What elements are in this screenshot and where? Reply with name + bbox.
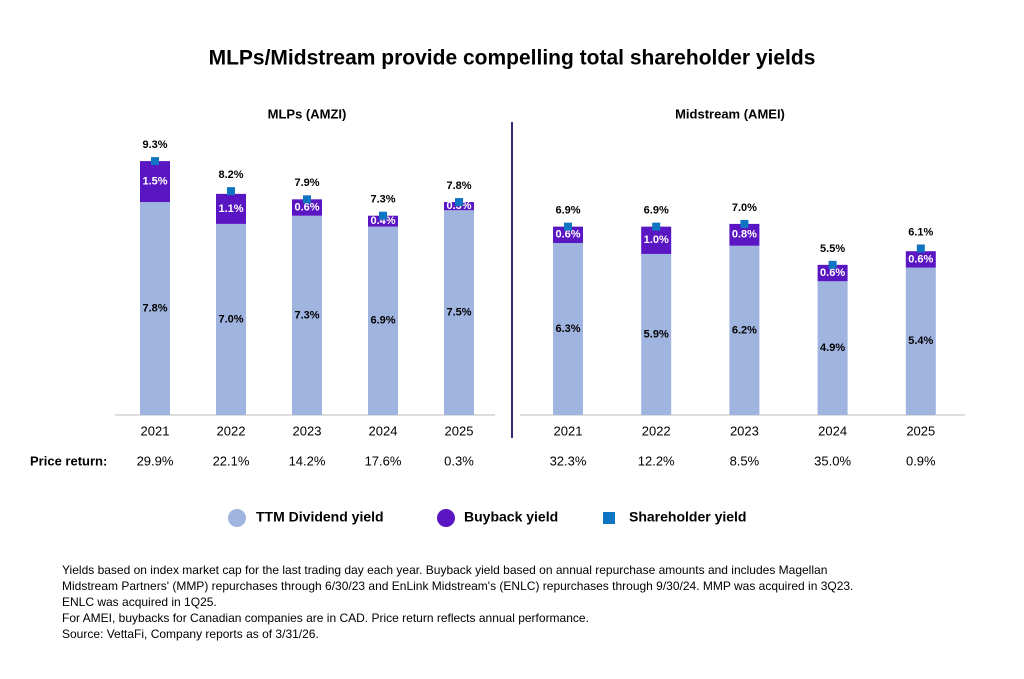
data-label: 0.8% <box>732 229 757 241</box>
shareholder-marker <box>227 187 235 196</box>
data-label: 5.9% <box>644 328 669 340</box>
bar-segment <box>216 223 246 415</box>
bar-segment <box>905 251 936 268</box>
data-label: 7.8% <box>142 302 167 314</box>
data-label: 6.3% <box>555 323 580 335</box>
data-label: 7.8% <box>446 180 471 192</box>
data-label: 0.4% <box>370 215 395 227</box>
legend-label: Buyback yield <box>464 509 558 525</box>
footnote: Midstream Partners' (MMP) repurchases th… <box>62 579 853 593</box>
bar-segment <box>292 215 322 415</box>
price-return: 17.6% <box>365 453 402 468</box>
price-return: 12.2% <box>638 453 675 468</box>
footnote: Source: VettaFi, Company reports as of 3… <box>62 627 319 641</box>
footnote: Yields based on index market cap for the… <box>62 563 827 577</box>
data-label: 1.5% <box>142 175 167 187</box>
shareholder-marker <box>379 211 387 220</box>
bar-segment <box>216 193 246 224</box>
data-label: 7.3% <box>370 194 395 206</box>
row-label: Price return: <box>30 453 107 468</box>
data-label: 6.9% <box>370 315 395 327</box>
footnote: For AMEI, buybacks for Canadian companie… <box>62 611 589 625</box>
data-label: 6.9% <box>555 205 580 217</box>
data-label: 0.6% <box>555 229 580 241</box>
legend-swatch <box>437 509 455 527</box>
data-label: 1.1% <box>218 203 243 215</box>
bar-segment <box>641 253 672 415</box>
price-return: 0.3% <box>444 453 474 468</box>
data-label: 0.6% <box>908 253 933 265</box>
data-label: 0.6% <box>294 201 319 213</box>
data-label: 6.9% <box>644 205 669 217</box>
data-label: 7.0% <box>732 202 757 214</box>
shareholder-marker <box>303 195 311 204</box>
shareholder-marker <box>455 198 463 207</box>
price-return: 22.1% <box>213 453 250 468</box>
data-label: 6.2% <box>732 324 757 336</box>
data-label: 4.9% <box>820 342 845 354</box>
x-tick-label: 2021 <box>141 423 170 438</box>
bar-segment <box>817 264 848 282</box>
footnote: ENLC was acquired in 1Q25. <box>62 595 217 609</box>
price-return: 32.3% <box>550 453 587 468</box>
price-return: 14.2% <box>289 453 326 468</box>
shareholder-marker <box>916 244 925 253</box>
price-return: 8.5% <box>730 453 760 468</box>
shareholder-marker <box>740 219 749 228</box>
x-tick-label: 2023 <box>730 423 759 438</box>
legend-swatch <box>603 512 615 524</box>
bar-segment <box>905 267 936 415</box>
shareholder-marker <box>652 222 661 231</box>
bar-segment <box>729 223 760 246</box>
shareholder-marker <box>151 157 159 166</box>
chart-title: MLPs/Midstream provide compelling total … <box>209 47 816 70</box>
x-tick-label: 2025 <box>906 423 935 438</box>
x-tick-label: 2022 <box>217 423 246 438</box>
data-label: 9.3% <box>142 139 167 151</box>
x-tick-label: 2021 <box>554 423 583 438</box>
bar-segment <box>292 199 322 216</box>
bar-segment <box>729 245 760 415</box>
legend-label: Shareholder yield <box>629 509 746 525</box>
legend-label: TTM Dividend yield <box>256 509 384 525</box>
data-label: 8.2% <box>218 169 243 181</box>
bar-segment <box>444 210 474 415</box>
shareholder-marker <box>828 260 837 269</box>
data-label: 7.0% <box>218 313 243 325</box>
panel-title: Midstream (AMEI) <box>675 106 785 121</box>
bar-segment <box>368 215 398 227</box>
data-label: 1.0% <box>644 234 669 246</box>
bar-segment <box>140 161 170 203</box>
bar-segment <box>444 202 474 211</box>
bar-segment <box>368 226 398 415</box>
panel-title: MLPs (AMZI) <box>268 106 347 121</box>
data-label: 0.6% <box>820 267 845 279</box>
x-tick-label: 2024 <box>369 423 398 438</box>
price-return: 35.0% <box>814 453 851 468</box>
x-tick-label: 2022 <box>642 423 671 438</box>
price-return: 29.9% <box>137 453 174 468</box>
bar-segment <box>553 243 583 415</box>
bar-segment <box>553 226 583 244</box>
bar-segment <box>641 226 672 254</box>
bar-segment <box>817 281 848 415</box>
data-label: 7.9% <box>294 177 319 189</box>
data-label: 7.5% <box>446 307 471 319</box>
legend-swatch <box>228 509 246 527</box>
data-label: 7.3% <box>294 309 319 321</box>
data-label: 6.1% <box>908 226 933 238</box>
data-label: 5.4% <box>908 335 933 347</box>
bar-segment <box>140 202 170 415</box>
x-tick-label: 2024 <box>818 423 847 438</box>
data-label: 0.3% <box>446 200 471 212</box>
shareholder-marker <box>564 222 572 231</box>
x-tick-label: 2025 <box>445 423 474 438</box>
data-label: 5.5% <box>820 243 845 255</box>
x-tick-label: 2023 <box>293 423 322 438</box>
price-return: 0.9% <box>906 453 936 468</box>
